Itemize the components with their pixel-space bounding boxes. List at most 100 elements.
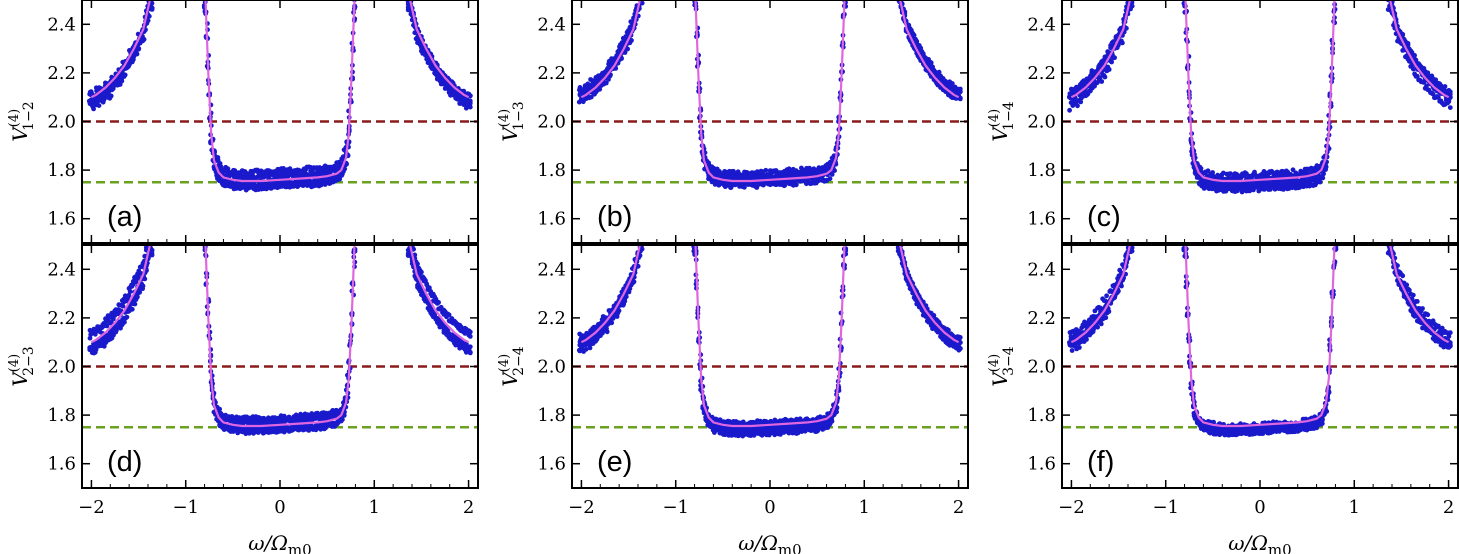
- data-point: [1425, 70, 1431, 76]
- curve-center: [204, 0, 356, 183]
- data-point: [617, 44, 622, 50]
- data-point: [1069, 86, 1074, 92]
- theory-curve: [1070, 0, 1450, 183]
- data-point: [1436, 95, 1441, 100]
- data-point: [93, 85, 99, 91]
- data-point: [426, 285, 432, 291]
- data-point: [742, 184, 747, 190]
- data-point: [407, 236, 412, 241]
- data-point: [1447, 89, 1453, 95]
- plot-area: [82, 0, 478, 193]
- data-point: [135, 291, 140, 297]
- y-tick-label: 1.6: [537, 209, 566, 230]
- data-point: [1414, 73, 1420, 79]
- data-point: [1282, 178, 1288, 184]
- data-point: [118, 325, 123, 331]
- data-point: [295, 184, 300, 190]
- data-point: [419, 288, 424, 294]
- curve-right: [899, 0, 960, 99]
- data-point: [406, 234, 411, 239]
- data-point: [112, 326, 117, 332]
- data-point: [458, 93, 464, 99]
- x-tick-label: 2: [463, 497, 474, 518]
- data-point: [576, 99, 582, 105]
- data-point: [340, 417, 345, 422]
- ticks: [82, 0, 478, 243]
- data-points: [1067, 0, 1453, 195]
- data-point: [87, 335, 93, 341]
- data-point: [957, 96, 963, 102]
- data-point: [342, 166, 348, 172]
- data-point: [235, 430, 241, 436]
- data-point: [1410, 66, 1416, 72]
- data-point: [1067, 107, 1072, 113]
- y-tick-label: 2.4: [1027, 14, 1056, 35]
- data-point: [930, 64, 935, 70]
- data-point: [1096, 64, 1102, 69]
- data-point: [434, 299, 440, 305]
- data-point: [1310, 182, 1315, 188]
- data-point: [260, 430, 266, 436]
- data-point: [87, 91, 93, 97]
- curve-left: [90, 245, 151, 344]
- data-point: [1129, 0, 1135, 5]
- data-point: [1259, 186, 1265, 192]
- data-point: [229, 414, 235, 419]
- theory-curve: [90, 0, 470, 183]
- y-tick-label: 2.2: [47, 308, 76, 329]
- data-point: [445, 312, 451, 318]
- data-point: [620, 35, 626, 41]
- panel-label: (b): [597, 201, 632, 233]
- data-point: [292, 417, 298, 423]
- data-point: [409, 237, 414, 242]
- data-point: [255, 185, 261, 191]
- data-point: [1104, 68, 1110, 74]
- data-point: [1412, 53, 1417, 58]
- data-point: [1276, 186, 1282, 192]
- data-point: [1447, 95, 1453, 100]
- data-point: [88, 332, 94, 337]
- y-tick-label: 2.4: [47, 259, 76, 280]
- data-point: [588, 77, 593, 82]
- data-point: [1108, 45, 1113, 51]
- data-point: [467, 98, 473, 104]
- data-point: [150, 234, 155, 239]
- data-point: [1117, 27, 1122, 33]
- y-axis-title: V(4)2−3: [7, 346, 37, 386]
- data-point: [309, 411, 315, 416]
- data-point: [243, 431, 249, 437]
- data-point: [222, 169, 228, 174]
- data-point: [1442, 84, 1448, 89]
- data-point: [1416, 61, 1421, 66]
- data-point: [272, 184, 277, 190]
- data-point: [786, 166, 792, 172]
- data-point: [467, 104, 473, 110]
- data-point: [928, 60, 934, 66]
- y-tick-label: 2.0: [47, 357, 76, 378]
- data-point: [1251, 187, 1256, 193]
- data-point: [148, 234, 153, 239]
- theory-curve: [580, 0, 960, 183]
- data-point: [149, 235, 154, 240]
- curve-left: [1070, 0, 1131, 99]
- data-point: [957, 86, 963, 92]
- data-point: [143, 245, 149, 251]
- data-point: [911, 32, 917, 38]
- data-point: [1316, 179, 1321, 184]
- data-point: [1113, 34, 1119, 40]
- data-point: [827, 176, 833, 182]
- curve-right: [409, 245, 470, 344]
- data-point: [1105, 49, 1111, 54]
- ticks: [1062, 0, 1458, 243]
- data-point: [1400, 31, 1406, 37]
- curve-center: [1184, 0, 1336, 183]
- data-point: [1405, 41, 1411, 46]
- plot-area: [572, 245, 968, 439]
- data-point: [129, 283, 135, 289]
- data-point: [1447, 105, 1453, 110]
- y-tick-label: 1.6: [47, 454, 76, 475]
- data-point: [624, 29, 630, 35]
- data-point: [593, 75, 599, 80]
- data-point: [315, 410, 320, 416]
